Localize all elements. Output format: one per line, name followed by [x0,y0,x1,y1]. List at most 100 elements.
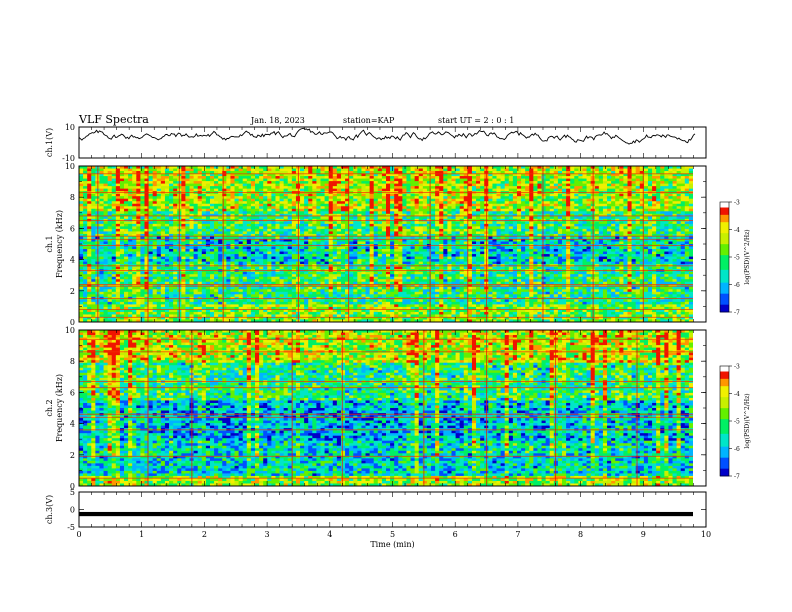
spectrogram-cell [152,319,158,323]
spectrogram-cell [369,304,375,308]
spectrogram-cell [377,168,383,172]
spectrogram-cell [181,238,186,242]
spectrogram-cell [373,311,379,315]
spectrogram-cell [234,294,240,298]
spectrogram-cell [287,173,293,177]
spectrogram-cell [283,254,289,257]
spectrogram-cell [185,276,190,280]
spectrogram-cell [119,306,125,310]
spectrogram-cell [238,211,244,215]
spectrogram-cell [291,314,297,318]
spectrogram-cell [111,286,117,290]
spectrogram-cell [205,213,211,217]
spectrogram-cell [83,309,88,313]
spectrogram-cell [312,193,317,197]
spectrogram-cell [197,178,203,182]
spectrogram-cell [271,261,276,265]
spectrogram-cell [279,208,285,212]
spectrogram-cell [250,271,256,275]
spectrogram-cell [201,251,207,255]
spectrogram-cell [222,281,227,285]
spectrogram-cell [283,266,289,270]
spectrogram-cell [148,319,154,323]
spectrogram-cell [189,221,195,225]
spectrogram-cell [283,319,289,323]
spectrogram-cell [255,226,260,230]
spectrogram-cell [119,304,125,308]
spectrogram-cell [201,226,207,230]
spectrogram-cell [107,206,113,210]
spectrogram-cell [377,251,383,255]
spectrogram-cell [152,246,158,250]
spectrogram-cell [328,211,334,215]
spectrogram-cell [193,236,199,240]
spectrogram-cell [345,241,350,245]
spectrogram-cell [328,236,334,240]
spectrogram-cell [340,238,346,242]
spectrogram-cell [336,173,342,177]
spectrogram-cell [124,306,129,310]
spectrogram-cell [140,228,145,232]
spectrogram-cell [357,238,362,242]
spectrogram-cell [197,259,203,263]
spectrogram-cell [263,201,268,205]
spectrogram-cell [300,231,305,235]
spectrogram-cell [87,208,92,212]
spectrogram-cell [140,266,145,270]
spectrogram-cell [398,186,403,190]
spectrogram-cell [222,251,227,255]
spectrogram-cell [361,221,366,225]
spectrogram-cell [205,266,211,270]
spectrogram-cell [353,276,358,280]
spectrogram-cell [140,201,145,205]
spectrogram-cell [132,176,137,179]
spectrogram-cell [115,226,121,230]
spectrogram-cell [234,221,240,225]
spectrogram-cell [386,186,391,190]
spectrogram-cell [283,193,289,197]
spectrogram-cell [164,304,170,308]
spectrogram-cell [263,261,268,265]
spectrogram-cell [332,259,338,263]
spectrogram-cell [340,246,346,250]
spectrogram-cell [361,259,366,263]
spectrogram-cell [271,186,276,190]
spectrogram-cell [164,314,170,318]
spectrogram-cell [83,203,88,207]
spectrogram-cell [308,279,313,283]
spectrogram-cell [365,176,371,179]
spectrogram-cell [390,311,395,315]
spectrogram-cell [345,254,350,257]
spectrogram-cell [332,249,338,252]
spectrogram-cell [83,319,88,323]
spectrogram-cell [107,299,113,303]
spectrogram-cell [218,211,223,215]
spectrogram-cell [197,221,203,225]
spectrogram-cell [263,196,268,200]
spectrogram-cell [115,316,121,320]
spectrogram-cell [365,301,371,305]
spectrogram-cell [377,311,383,315]
spectrogram-cell [201,279,207,283]
spectrogram-cell [201,241,207,245]
spectrogram-cell [300,316,305,320]
spectrogram-cell [226,266,231,270]
spectrogram-cell [111,289,117,293]
spectrogram-cell [160,216,166,220]
spectrogram-cell [263,281,268,285]
spectrogram-cell [148,276,154,280]
spectrogram-cell [246,256,252,260]
spectrogram-cell [291,291,297,295]
spectrogram-cell [173,311,178,315]
spectrogram-cell [140,286,145,290]
spectrogram-cell [340,301,346,305]
spectrogram-cell [250,166,256,169]
spectrogram-cell [320,286,325,290]
spectrogram-cell [312,208,317,212]
spectrogram-cell [205,223,211,227]
spectrogram-cell [349,299,354,303]
spectrogram-cell [271,271,276,275]
spectrogram-cell [304,226,309,230]
spectrogram-cell [279,254,285,257]
spectrogram-cell [279,274,285,278]
